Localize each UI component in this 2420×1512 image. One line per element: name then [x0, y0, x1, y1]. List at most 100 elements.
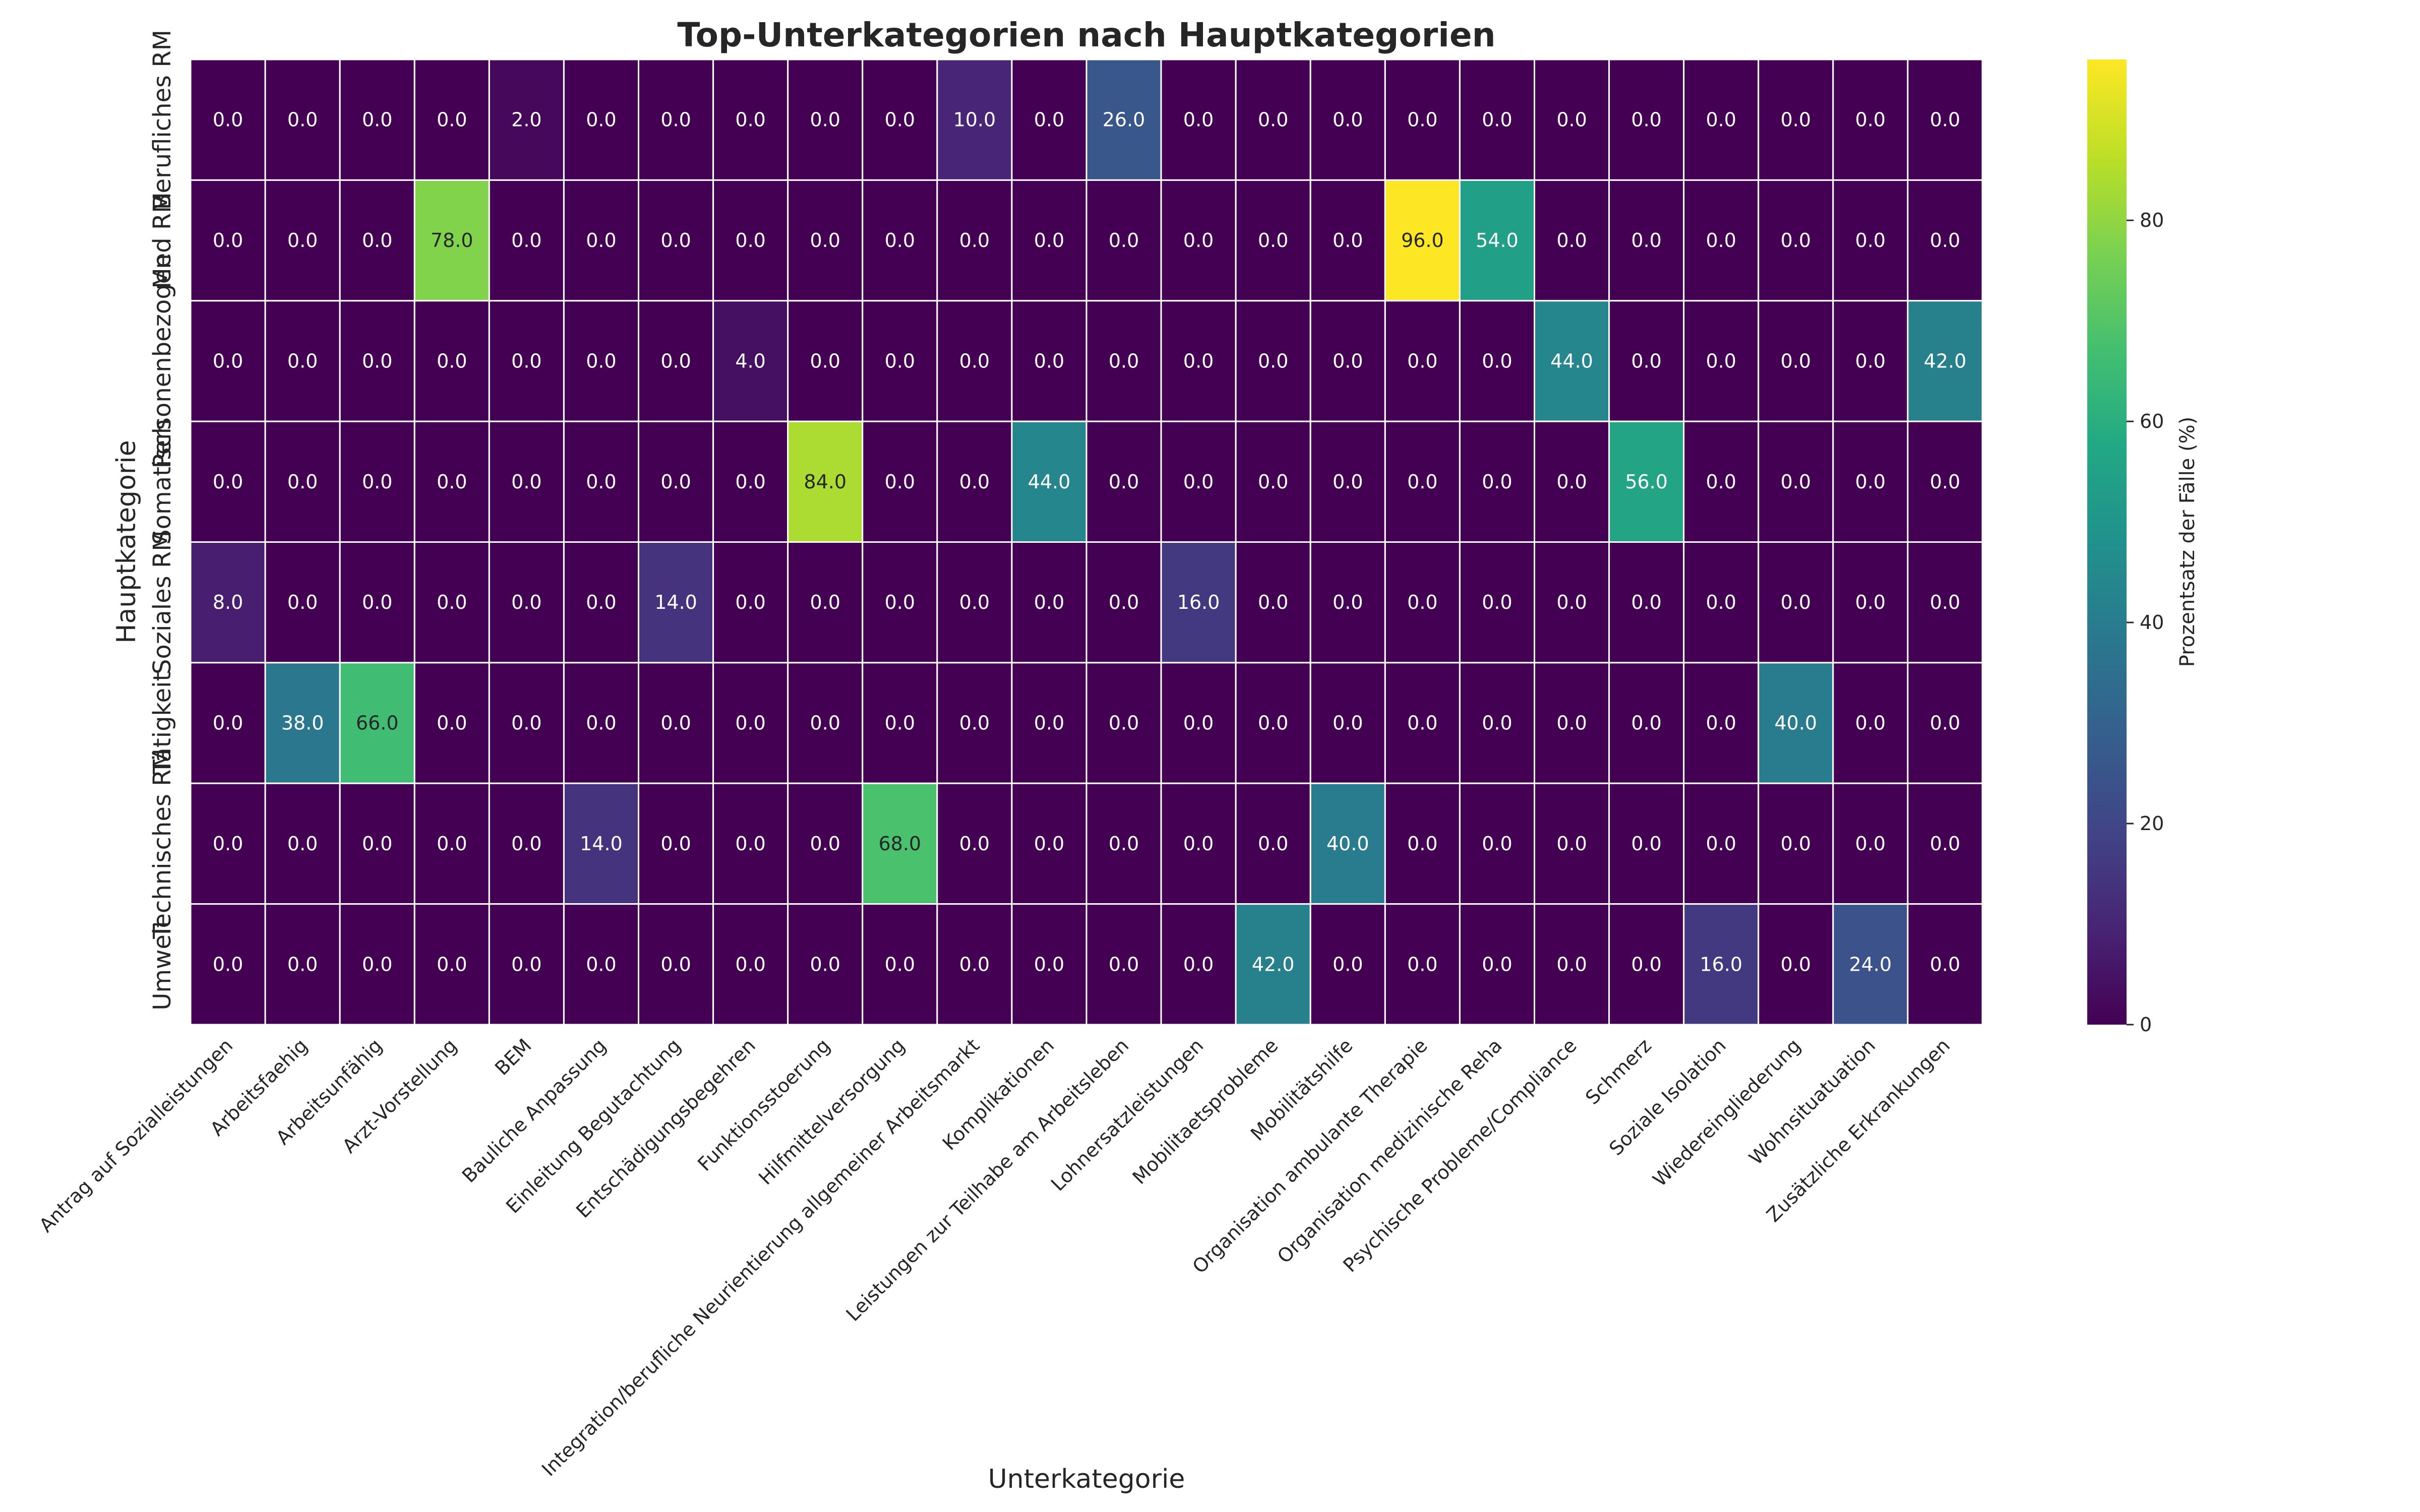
cell-value-label: 0.0 [1333, 471, 1363, 493]
cell-value-label: 0.0 [1109, 471, 1139, 493]
cell-value-label: 0.0 [1706, 833, 1736, 855]
heatmap-cell [264, 662, 341, 784]
heatmap-cell [638, 420, 714, 543]
cell-value-label: 0.0 [1333, 591, 1363, 613]
cell-value-label: 0.0 [586, 109, 616, 131]
cell-value-label: 0.0 [362, 350, 392, 372]
heatmap-cell [862, 420, 938, 543]
heatmap-cell [190, 58, 266, 181]
cell-value-label: 0.0 [1333, 953, 1363, 975]
heatmap-cell [1309, 179, 1386, 302]
heatmap-cell [638, 782, 714, 905]
heatmap-cell [339, 58, 415, 181]
heatmap-cell [1683, 903, 1760, 1026]
heatmap-cell [862, 782, 938, 905]
x-tick-label: Antrag auf Sozialleistungen [35, 1034, 237, 1236]
cell-value-label: 0.0 [1781, 109, 1811, 131]
cell-value-label: 0.0 [1855, 350, 1886, 372]
cell-value-label: 0.0 [1258, 833, 1288, 855]
chart-title: Top-Unterkategorien nach Hauptkategorien [677, 16, 1495, 54]
heatmap-cell [1907, 420, 1983, 543]
heatmap-cell [638, 300, 714, 422]
heatmap-cell [712, 782, 789, 905]
heatmap-cell [1384, 420, 1461, 543]
x-tick-label: BEM [491, 1034, 536, 1080]
cell-value-label: 0.0 [437, 109, 467, 131]
cell-value-label: 42.0 [1252, 953, 1295, 975]
heatmap-cell [1758, 662, 1834, 784]
cell-value-label: 0.0 [1183, 350, 1214, 372]
cell-value-label: 0.0 [660, 953, 691, 975]
heatmap-cell [1309, 300, 1386, 422]
y-tick-label: Somatisch [148, 419, 176, 545]
cell-value-label: 0.0 [287, 471, 318, 493]
heatmap-cell [1459, 782, 1536, 905]
cell-value-label: 0.0 [1556, 109, 1587, 131]
heatmap-cell [563, 58, 639, 181]
cell-value-label: 0.0 [1333, 712, 1363, 734]
cell-value-label: 0.0 [1183, 229, 1214, 251]
cell-value-label: 0.0 [735, 471, 765, 493]
cell-value-label: 54.0 [1476, 229, 1519, 251]
cell-value-label: 0.0 [660, 229, 691, 251]
cell-value-label: 0.0 [660, 109, 691, 131]
x-tick-label: Mobilitaetsprobleme [1128, 1034, 1283, 1188]
cell-value-label: 0.0 [1109, 229, 1139, 251]
heatmap-cell [1758, 300, 1834, 422]
heatmap-cell [264, 58, 341, 181]
cell-value-label: 0.0 [1034, 109, 1064, 131]
heatmap-cell [563, 541, 639, 664]
heatmap-cell [638, 179, 714, 302]
heatmap-cell [638, 541, 714, 664]
cell-value-label: 0.0 [586, 953, 616, 975]
heatmap-cell [1534, 300, 1610, 422]
cell-value-label: 0.0 [1258, 471, 1288, 493]
cell-value-label: 0.0 [1034, 350, 1064, 372]
y-tick-label: Personenbezogen [148, 254, 176, 468]
cell-value-label: 0.0 [1706, 712, 1736, 734]
cell-value-label: 0.0 [1930, 471, 1960, 493]
cell-value-label: 0.0 [511, 591, 541, 613]
x-axis-label: Unterkategorie [988, 1464, 1185, 1494]
cell-value-label: 0.0 [1781, 833, 1811, 855]
cell-value-label: 0.0 [362, 229, 392, 251]
heatmap-cell [488, 300, 565, 422]
heatmap-cell [190, 179, 266, 302]
heatmap-cell [1907, 58, 1983, 181]
colorbar-gradient [2087, 59, 2127, 1025]
y-tick-label: Technisches RM [148, 748, 176, 939]
cell-value-label: 0.0 [362, 109, 392, 131]
cell-value-label: 0.0 [885, 712, 915, 734]
heatmap-cell [712, 58, 789, 181]
heatmap-cell [413, 420, 490, 543]
y-axis-label: Hauptkategorie [111, 440, 142, 643]
cell-value-label: 0.0 [1855, 712, 1886, 734]
cell-value-label: 0.0 [1109, 712, 1139, 734]
cell-value-label: 0.0 [1482, 953, 1512, 975]
heatmap-cell [339, 541, 415, 664]
cell-value-label: 0.0 [1183, 712, 1214, 734]
cell-value-label: 40.0 [1774, 712, 1817, 734]
cell-value-label: 0.0 [586, 471, 616, 493]
cell-value-label: 0.0 [1109, 833, 1139, 855]
cell-value-label: 0.0 [660, 712, 691, 734]
cell-value-label: 0.0 [885, 471, 915, 493]
cell-value-label: 0.0 [735, 953, 765, 975]
cell-value-label: 16.0 [1700, 953, 1742, 975]
heatmap-cell [1534, 58, 1610, 181]
heatmap-cell [1160, 662, 1237, 784]
cell-value-label: 0.0 [1407, 833, 1437, 855]
cell-value-label: 0.0 [1482, 833, 1512, 855]
cell-value-label: 0.0 [1930, 953, 1960, 975]
colorbar-tick-label: 40 [2140, 611, 2164, 634]
cell-value-label: 0.0 [1407, 953, 1437, 975]
cell-value-label: 0.0 [511, 953, 541, 975]
heatmap-cell [563, 420, 639, 543]
heatmap-cell [936, 420, 1013, 543]
heatmap-cell [1085, 300, 1162, 422]
cell-value-label: 0.0 [1333, 350, 1363, 372]
cell-value-label: 38.0 [281, 712, 324, 734]
heatmap-cell [1160, 903, 1237, 1026]
heatmap-cell [936, 300, 1013, 422]
cell-value-label: 0.0 [1482, 712, 1512, 734]
